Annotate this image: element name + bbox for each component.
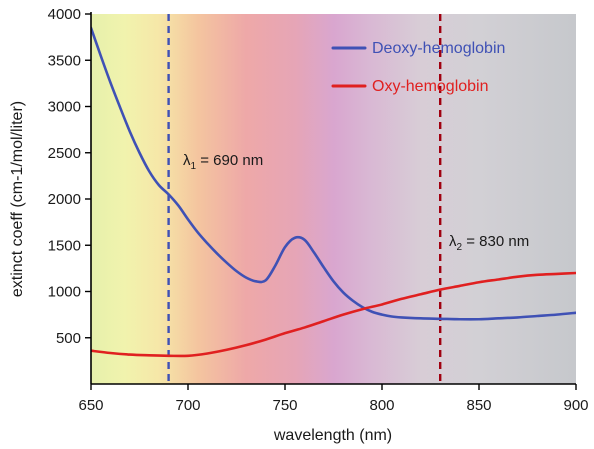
x-tick-label: 900 (563, 397, 588, 414)
legend-label: Deoxy-hemoglobin (372, 40, 505, 57)
axes: 650 700 750 800 850 900 500 1000 1500 2000 2500 300… (48, 6, 589, 414)
y-tick-label: 1000 (48, 284, 81, 301)
y-tick-label: 1500 (48, 237, 81, 254)
series-line-deoxy-hemoglobin (91, 26, 576, 321)
lambda-2-label: λ2 = 830 nm (449, 233, 529, 253)
x-tick-label: 800 (369, 397, 394, 414)
y-tick-label: 2000 (48, 191, 81, 208)
y-tick-label: 4000 (48, 6, 81, 23)
x-axis-title: wavelength (nm) (273, 427, 392, 444)
x-tick-label: 750 (272, 397, 297, 414)
y-tick-label: 3500 (48, 52, 81, 69)
x-tick-label: 700 (175, 397, 200, 414)
annotations: λ1 = 690 nm λ2 = 830 nm (183, 152, 529, 253)
x-tick-label: 650 (78, 397, 103, 414)
legend: Deoxy-hemoglobin Oxy-hemoglobin (331, 40, 505, 95)
lambda-1-label: λ1 = 690 nm (183, 152, 263, 172)
spectrum-background (91, 14, 576, 384)
y-tick-label: 2500 (48, 145, 81, 162)
x-tick-label: 850 (466, 397, 491, 414)
series-line-oxy-hemoglobin (91, 271, 576, 358)
y-axis-title: extinct coeff (cm-1/mol/liter) (9, 101, 26, 297)
y-tick-label: 3000 (48, 99, 81, 116)
legend-label: Oxy-hemoglobin (372, 78, 489, 95)
y-tick-label: 500 (56, 330, 81, 347)
plot-layer (91, 14, 576, 384)
